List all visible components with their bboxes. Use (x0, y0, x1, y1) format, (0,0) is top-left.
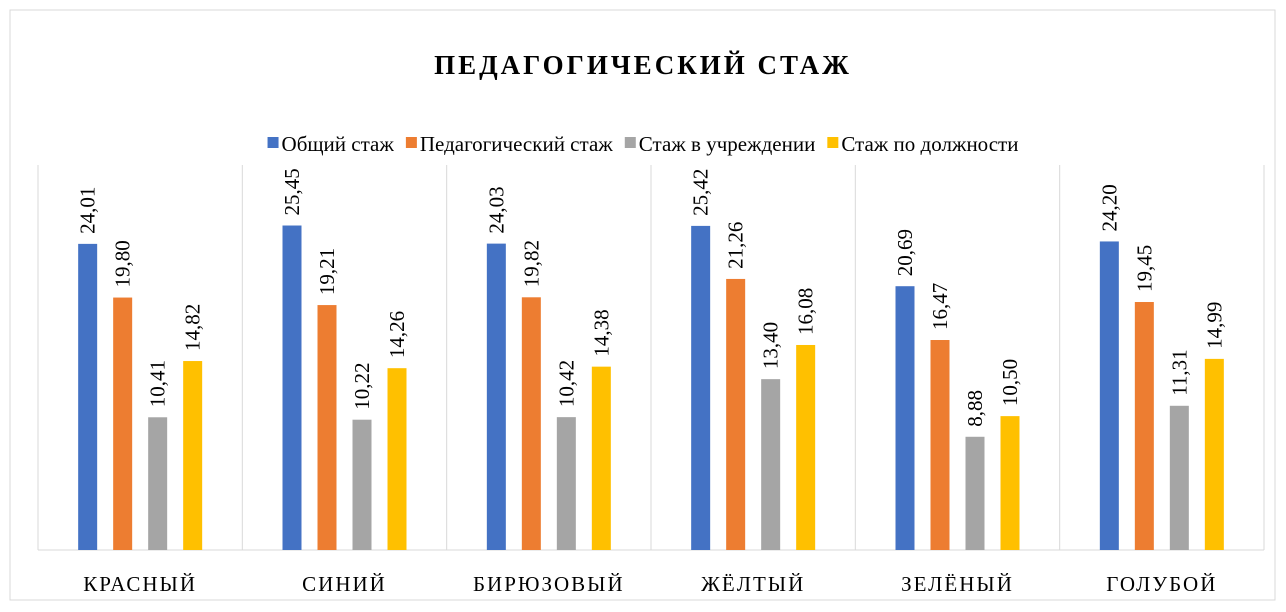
bar (1134, 302, 1154, 550)
legend-label: Общий стаж (282, 132, 395, 156)
x-tick-label: ЖЁЛТЫЙ (701, 572, 805, 596)
x-tick-label: СИНИЙ (302, 572, 387, 596)
bar (113, 297, 133, 550)
chart-frame (9, 9, 1276, 601)
x-tick-label: ЗЕЛЁНЫЙ (901, 572, 1014, 596)
data-label: 19,45 (1132, 245, 1156, 292)
data-label: 25,45 (280, 168, 304, 215)
data-label: 10,22 (350, 362, 374, 409)
bar (521, 297, 541, 550)
bar (1099, 241, 1119, 550)
bar (556, 417, 576, 550)
legend-swatch (267, 137, 279, 148)
legend-swatch (827, 137, 839, 148)
bar (965, 436, 985, 550)
bar (352, 419, 372, 550)
data-label: 10,41 (146, 360, 170, 407)
data-label: 8,88 (963, 390, 987, 427)
data-label: 11,31 (1167, 349, 1191, 395)
data-label: 10,50 (998, 359, 1022, 406)
x-tick-label: ГОЛУБОЙ (1106, 572, 1217, 596)
legend-swatch (405, 137, 417, 148)
data-label: 24,03 (484, 186, 508, 233)
bar (930, 340, 950, 550)
legend-label: Педагогический стаж (420, 132, 613, 156)
bar (691, 225, 711, 550)
bar (796, 344, 816, 550)
bar (282, 225, 302, 550)
x-tick-label: БИРЮЗОВЫЙ (473, 572, 625, 596)
bar (486, 243, 506, 550)
data-label: 13,40 (759, 322, 783, 369)
x-tick-label: КРАСНЫЙ (83, 572, 197, 596)
data-label: 14,26 (385, 311, 409, 358)
bar (726, 278, 746, 550)
data-label: 20,69 (893, 229, 917, 276)
bar (1169, 405, 1189, 550)
bar (183, 361, 203, 550)
legend-label: Стаж по должности (841, 132, 1018, 156)
bar (148, 417, 168, 550)
legend-label: Стаж в учреждении (639, 132, 816, 156)
data-label: 19,82 (519, 240, 543, 287)
data-label: 24,20 (1097, 184, 1121, 231)
data-label: 14,38 (589, 309, 613, 356)
data-label: 16,08 (794, 288, 818, 335)
data-label: 21,26 (724, 222, 748, 269)
data-label: 10,42 (554, 360, 578, 407)
data-label: 25,42 (689, 169, 713, 216)
data-label: 14,82 (181, 304, 205, 351)
bar (387, 368, 407, 550)
bar (895, 286, 915, 550)
data-label: 14,99 (1202, 302, 1226, 349)
data-label: 19,21 (315, 248, 339, 295)
bar (78, 243, 98, 550)
bar (317, 305, 337, 550)
bar (1204, 358, 1224, 550)
bar (1000, 416, 1020, 550)
data-label: 16,47 (928, 283, 952, 330)
bar (591, 366, 611, 550)
data-label: 19,80 (111, 240, 135, 287)
bar (761, 379, 781, 550)
legend-swatch (624, 137, 636, 148)
chart-title: ПЕДАГОГИЧЕСКИЙ СТАЖ (434, 50, 852, 80)
data-label: 24,01 (76, 187, 100, 234)
